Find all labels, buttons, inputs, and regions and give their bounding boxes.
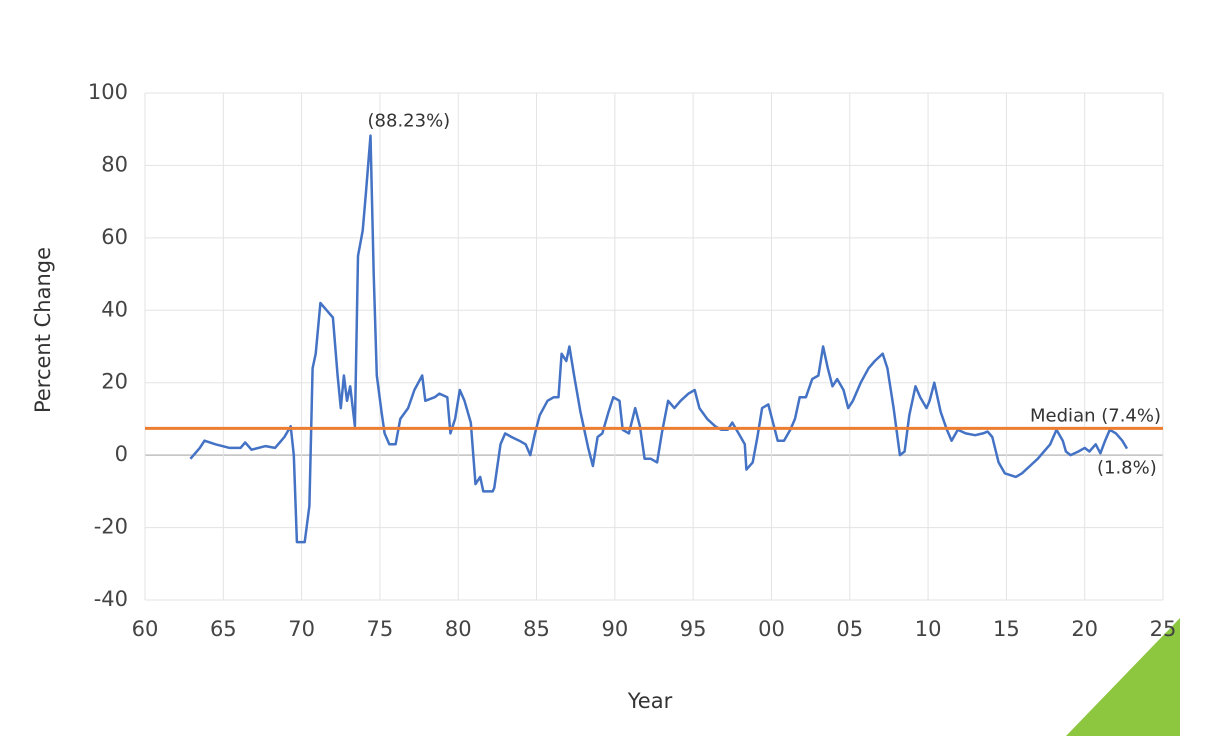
y-tick-label: 20 bbox=[101, 370, 128, 394]
x-tick-label: 60 bbox=[132, 617, 159, 641]
x-tick-label: 20 bbox=[1071, 617, 1098, 641]
x-tick-label: 85 bbox=[523, 617, 550, 641]
x-tick-label: 65 bbox=[210, 617, 237, 641]
x-axis-title: Year bbox=[627, 689, 673, 713]
x-tick-label: 90 bbox=[601, 617, 628, 641]
y-tick-label: 80 bbox=[101, 152, 128, 176]
y-tick-label: 60 bbox=[101, 225, 128, 249]
x-tick-label: 70 bbox=[288, 617, 315, 641]
corner-decoration bbox=[1066, 618, 1180, 736]
y-tick-label: 100 bbox=[88, 80, 128, 104]
x-tick-label: 10 bbox=[915, 617, 942, 641]
x-tick-label: 00 bbox=[758, 617, 785, 641]
y-tick-label: -40 bbox=[94, 587, 128, 611]
x-tick-label: 15 bbox=[993, 617, 1020, 641]
x-tick-label: 80 bbox=[445, 617, 472, 641]
data-line bbox=[189, 134, 1129, 544]
annotation: (1.8%) bbox=[1097, 458, 1157, 479]
y-axis-title: Percent Change bbox=[31, 247, 55, 413]
y-tick-label: 0 bbox=[115, 442, 128, 466]
grid bbox=[144, 92, 1164, 601]
x-tick-label: 95 bbox=[680, 617, 707, 641]
x-tick-label: 25 bbox=[1150, 617, 1177, 641]
median-label: Median (7.4%) bbox=[1030, 405, 1161, 426]
x-tick-label: 75 bbox=[367, 617, 394, 641]
annotation: (88.23%) bbox=[368, 111, 451, 132]
y-tick-label: 40 bbox=[101, 297, 128, 321]
x-tick-label: 05 bbox=[836, 617, 863, 641]
plot-area bbox=[145, 134, 1163, 544]
y-tick-label: -20 bbox=[94, 515, 128, 539]
